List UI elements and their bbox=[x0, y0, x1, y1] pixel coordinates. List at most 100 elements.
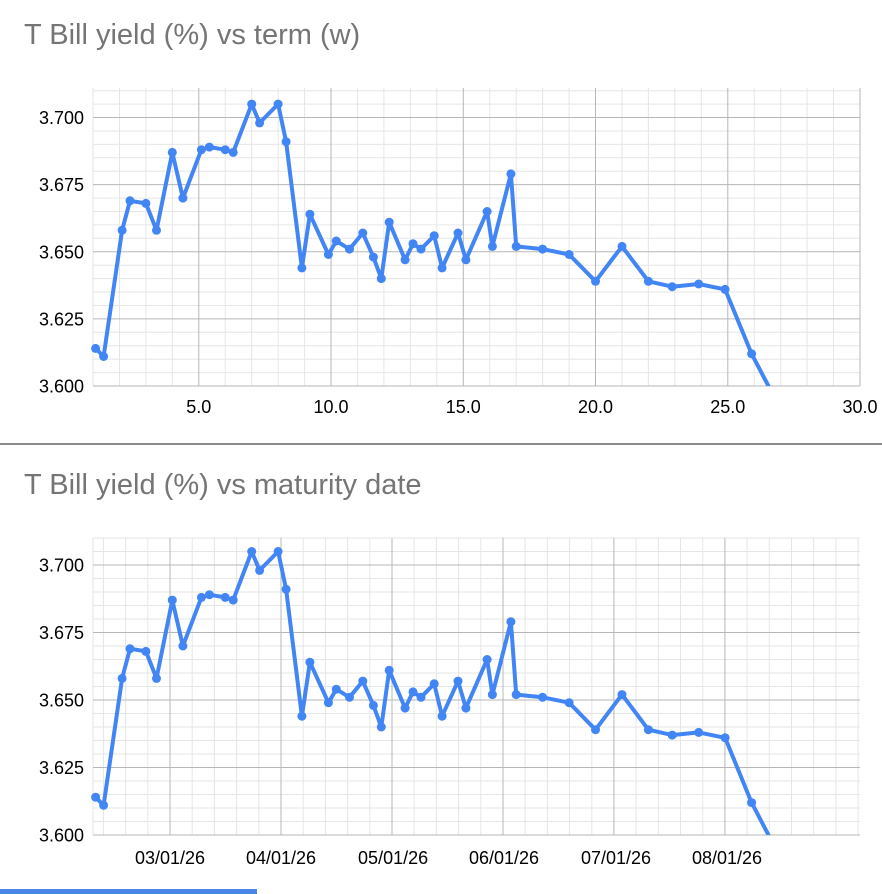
series-line bbox=[93, 102, 771, 386]
data-point-marker bbox=[720, 733, 730, 743]
data-point-marker bbox=[461, 703, 471, 713]
y-axis-tick-label: 3.700 bbox=[39, 556, 84, 576]
x-axis-tick-label: 20.0 bbox=[578, 397, 613, 417]
data-point-marker bbox=[125, 196, 135, 206]
data-point-marker bbox=[247, 99, 257, 109]
y-axis-tick-label: 3.650 bbox=[39, 242, 84, 262]
data-point-marker bbox=[482, 207, 492, 216]
data-point-marker bbox=[331, 236, 341, 246]
x-axis-tick-label: 15.0 bbox=[446, 397, 481, 417]
data-point-marker bbox=[408, 239, 418, 249]
x-axis-tick-label: 04/01/26 bbox=[246, 848, 316, 868]
x-axis-tick-label: 30.0 bbox=[842, 397, 877, 417]
x-axis-labels: 03/01/26 04/01/26 05/01/26 06/01/26 07/01/26… bbox=[135, 848, 762, 868]
series-line bbox=[93, 549, 771, 835]
data-point-marker bbox=[178, 641, 188, 651]
data-point-marker bbox=[228, 147, 238, 157]
data-point-marker bbox=[273, 99, 283, 109]
data-point-marker bbox=[564, 698, 574, 708]
data-point-marker bbox=[694, 279, 704, 289]
data-point-marker bbox=[152, 673, 161, 683]
data-point-marker bbox=[643, 276, 653, 286]
maturity-date-chart: T Bill yield (%) vs maturity date 3.700 3… bbox=[0, 455, 882, 894]
data-point-marker bbox=[768, 839, 777, 848]
y-axis-labels: 3.700 3.675 3.650 3.625 3.600 bbox=[39, 556, 84, 846]
data-point-marker bbox=[345, 692, 354, 702]
data-point-marker bbox=[196, 592, 206, 602]
data-point-marker bbox=[297, 711, 307, 721]
data-point-marker bbox=[345, 244, 354, 254]
data-point-marker bbox=[297, 263, 307, 273]
data-point-marker bbox=[747, 798, 757, 808]
y-axis-tick-label: 3.625 bbox=[39, 758, 84, 778]
major-gridlines bbox=[93, 538, 860, 836]
x-axis-tick-label: 03/01/26 bbox=[135, 848, 205, 868]
clipped-blue-element bbox=[0, 889, 257, 894]
data-point-marker bbox=[117, 225, 127, 235]
data-point-marker bbox=[511, 690, 521, 700]
data-point-marker bbox=[511, 241, 521, 251]
data-point-marker bbox=[564, 250, 574, 259]
data-point-marker bbox=[281, 137, 291, 147]
data-point-marker bbox=[416, 692, 426, 702]
data-point-marker bbox=[141, 198, 151, 208]
data-point-marker bbox=[91, 343, 101, 353]
major-gridlines bbox=[93, 88, 861, 387]
data-point-marker bbox=[220, 592, 230, 602]
data-point-marker bbox=[117, 673, 127, 683]
y-axis-tick-label: 3.625 bbox=[39, 309, 84, 329]
x-axis-tick-label: 08/01/26 bbox=[692, 848, 762, 868]
data-point-marker bbox=[204, 590, 214, 600]
data-point-marker bbox=[323, 250, 333, 259]
data-point-marker bbox=[506, 617, 516, 627]
data-point-marker bbox=[667, 730, 677, 740]
data-point-marker bbox=[506, 169, 516, 179]
data-point-marker bbox=[178, 193, 188, 203]
data-point-marker bbox=[167, 147, 177, 157]
y-axis-tick-label: 3.675 bbox=[39, 175, 84, 195]
y-axis-tick-label: 3.650 bbox=[39, 691, 84, 711]
data-point-marker bbox=[538, 692, 548, 702]
data-point-marker bbox=[429, 679, 439, 689]
data-point-marker bbox=[643, 725, 653, 735]
data-point-marker bbox=[152, 225, 161, 235]
data-point-marker bbox=[228, 595, 238, 605]
term-chart-plot: 3.700 3.675 3.650 3.625 3.600 5.0 10.0 15.0 20.0… bbox=[39, 88, 878, 417]
x-axis-tick-label: 10.0 bbox=[313, 397, 348, 417]
x-axis-tick-label: 06/01/26 bbox=[469, 848, 539, 868]
data-point-marker bbox=[408, 687, 418, 697]
data-point-marker bbox=[305, 657, 315, 667]
term-chart-title: T Bill yield (%) vs term (w) bbox=[24, 19, 361, 51]
data-point-marker bbox=[305, 209, 315, 219]
data-points bbox=[91, 99, 777, 399]
data-point-marker bbox=[453, 676, 463, 686]
data-point-marker bbox=[141, 646, 151, 656]
data-point-marker bbox=[591, 725, 600, 735]
data-point-marker bbox=[384, 665, 394, 675]
data-point-marker bbox=[331, 684, 341, 694]
y-axis-tick-label: 3.700 bbox=[39, 108, 84, 128]
data-point-marker bbox=[384, 217, 394, 227]
data-point-marker bbox=[247, 547, 257, 556]
data-point-marker bbox=[196, 145, 206, 155]
data-point-marker bbox=[368, 252, 378, 262]
data-point-marker bbox=[538, 244, 548, 254]
data-point-marker bbox=[617, 241, 627, 251]
data-point-marker bbox=[487, 241, 497, 251]
data-point-marker bbox=[437, 711, 447, 721]
data-point-marker bbox=[368, 700, 378, 710]
data-point-marker bbox=[591, 276, 600, 286]
data-point-marker bbox=[323, 698, 333, 708]
data-point-marker bbox=[720, 284, 730, 294]
maturity-date-chart-title: T Bill yield (%) vs maturity date bbox=[24, 469, 422, 501]
series-group bbox=[91, 99, 777, 399]
data-point-marker bbox=[400, 255, 410, 265]
data-point-marker bbox=[125, 644, 135, 654]
data-point-marker bbox=[91, 792, 101, 802]
data-point-marker bbox=[204, 142, 214, 152]
data-point-marker bbox=[768, 390, 777, 399]
data-point-marker bbox=[667, 282, 677, 292]
data-point-marker bbox=[358, 676, 368, 686]
y-axis-tick-label: 3.600 bbox=[39, 377, 84, 397]
y-axis-tick-label: 3.675 bbox=[39, 623, 84, 643]
